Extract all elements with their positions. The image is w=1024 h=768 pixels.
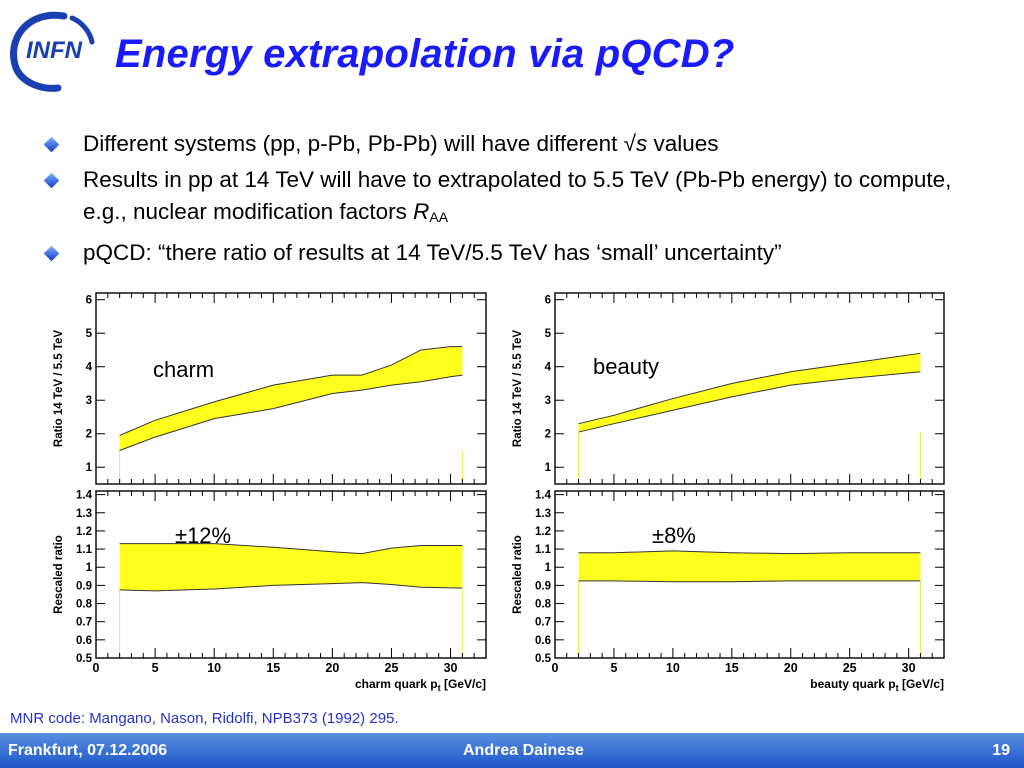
x-tick-label: 20 xyxy=(784,661,798,675)
y-tick-label: 4 xyxy=(545,362,552,374)
y-tick-label: 0.8 xyxy=(535,599,552,611)
uncertainty-band xyxy=(578,550,921,582)
y-axis-title: Rescaled ratio xyxy=(53,535,65,614)
x-tick-label: 20 xyxy=(325,661,339,675)
y-axis-title: Ratio 14 TeV / 5.5 TeV xyxy=(53,330,65,448)
y-tick-label: 0.5 xyxy=(535,653,552,665)
uncertainty-band xyxy=(119,346,463,451)
y-tick-label: 1.4 xyxy=(535,490,552,502)
x-tick-label: 25 xyxy=(385,661,399,675)
y-tick-label: 2 xyxy=(86,429,92,441)
x-tick-label: 5 xyxy=(610,661,617,675)
x-tick-label: 10 xyxy=(207,661,221,675)
y-axis-title: Rescaled ratio xyxy=(512,535,524,614)
y-tick-label: 3 xyxy=(545,395,551,407)
y-tick-label: 1 xyxy=(86,462,93,474)
x-tick-label: 30 xyxy=(444,661,458,675)
y-tick-label: 5 xyxy=(86,328,93,340)
plot-annotation: beauty xyxy=(593,354,659,379)
y-tick-label: 1.4 xyxy=(76,490,93,502)
y-axis-title: Ratio 14 TeV / 5.5 TeV xyxy=(512,330,524,448)
band-lower-line xyxy=(119,374,463,451)
y-tick-label: 0.9 xyxy=(535,580,551,592)
bullet-item: Different systems (pp, p-Pb, Pb-Pb) will… xyxy=(40,128,1000,160)
footer-location: Frankfurt, 07.12.2006 xyxy=(8,742,168,759)
y-tick-label: 1.2 xyxy=(76,526,92,538)
band-lower-line xyxy=(578,580,921,583)
bullet-item: pQCD: “there ratio of results at 14 TeV/… xyxy=(40,237,1000,269)
y-tick-label: 1.2 xyxy=(535,526,551,538)
x-tick-label: 10 xyxy=(666,661,680,675)
footer-bar: Frankfurt, 07.12.2006 Andrea Dainese 19 xyxy=(0,733,1024,768)
y-tick-label: 1.3 xyxy=(535,508,551,520)
page-number: 19 xyxy=(992,742,1010,759)
bullet-text: Different systems (pp, p-Pb, Pb-Pb) will… xyxy=(83,131,636,156)
y-tick-label: 0.6 xyxy=(76,635,92,647)
y-tick-label: 4 xyxy=(86,362,93,374)
uncertainty-band xyxy=(119,543,463,591)
y-tick-label: 1.1 xyxy=(76,544,93,556)
x-tick-label: 25 xyxy=(843,661,857,675)
slide-title: Energy extrapolation via pQCD? xyxy=(115,32,735,76)
bullet-italic: R xyxy=(413,199,430,224)
y-tick-label: 1.1 xyxy=(535,544,552,556)
bullet-text: Results in pp at 14 TeV will have to ext… xyxy=(83,167,952,224)
infn-logo: INFN xyxy=(10,11,95,92)
y-tick-label: 6 xyxy=(545,295,551,307)
plot-annotation: ±8% xyxy=(652,523,696,548)
x-tick-label: 0 xyxy=(93,661,100,675)
y-tick-label: 1 xyxy=(86,562,93,574)
y-tick-label: 0.9 xyxy=(76,580,92,592)
logo-text: INFN xyxy=(26,37,83,64)
band-upper-line xyxy=(578,550,921,555)
y-tick-label: 0.7 xyxy=(76,617,92,629)
bullet-text: pQCD: “there ratio of results at 14 TeV/… xyxy=(83,240,782,265)
x-axis-title: beauty quark pt [GeV/c] xyxy=(810,677,944,693)
x-tick-label: 5 xyxy=(152,661,159,675)
plot-grid: 1 2 3 4 5 6 Ratio 14 TeV / 5.5 TeV charm 1 2 3 4 5 6 R… xyxy=(53,292,945,693)
bullet-italic: s xyxy=(636,131,648,156)
x-axis-title: charm quark pt [GeV/c] xyxy=(355,677,486,693)
band-upper-line xyxy=(119,543,463,555)
x-tick-label: 15 xyxy=(266,661,280,675)
band-upper-line xyxy=(119,346,463,436)
footer-author: Andrea Dainese xyxy=(463,742,584,759)
bullet-subscript: AA xyxy=(429,209,449,225)
uncertainty-band xyxy=(578,353,921,433)
y-tick-label: 6 xyxy=(86,295,92,307)
y-tick-label: 0.8 xyxy=(76,599,93,611)
band-lower-line xyxy=(578,371,921,433)
y-tick-label: 0.6 xyxy=(535,635,551,647)
x-tick-label: 0 xyxy=(552,661,559,675)
bullet-list: Different systems (pp, p-Pb, Pb-Pb) will… xyxy=(40,128,1000,273)
band-upper-line xyxy=(578,352,921,425)
reference-note: MNR code: Mangano, Nason, Ridolfi, NPB37… xyxy=(10,710,399,727)
x-tick-label: 15 xyxy=(725,661,739,675)
x-tick-label: 30 xyxy=(902,661,916,675)
y-tick-label: 1 xyxy=(545,462,552,474)
bullet-tail: values xyxy=(647,131,719,156)
y-tick-label: 5 xyxy=(545,328,552,340)
plot-annotation: charm xyxy=(153,357,214,382)
y-tick-label: 0.5 xyxy=(76,653,93,665)
y-tick-label: 2 xyxy=(545,429,551,441)
y-tick-label: 1 xyxy=(545,562,552,574)
band-lower-line xyxy=(119,582,463,592)
bullet-item: Results in pp at 14 TeV will have to ext… xyxy=(40,164,1000,233)
y-tick-label: 1.3 xyxy=(76,508,92,520)
y-tick-label: 3 xyxy=(86,395,92,407)
plot-annotation: ±12% xyxy=(175,523,231,548)
y-tick-label: 0.7 xyxy=(535,617,551,629)
